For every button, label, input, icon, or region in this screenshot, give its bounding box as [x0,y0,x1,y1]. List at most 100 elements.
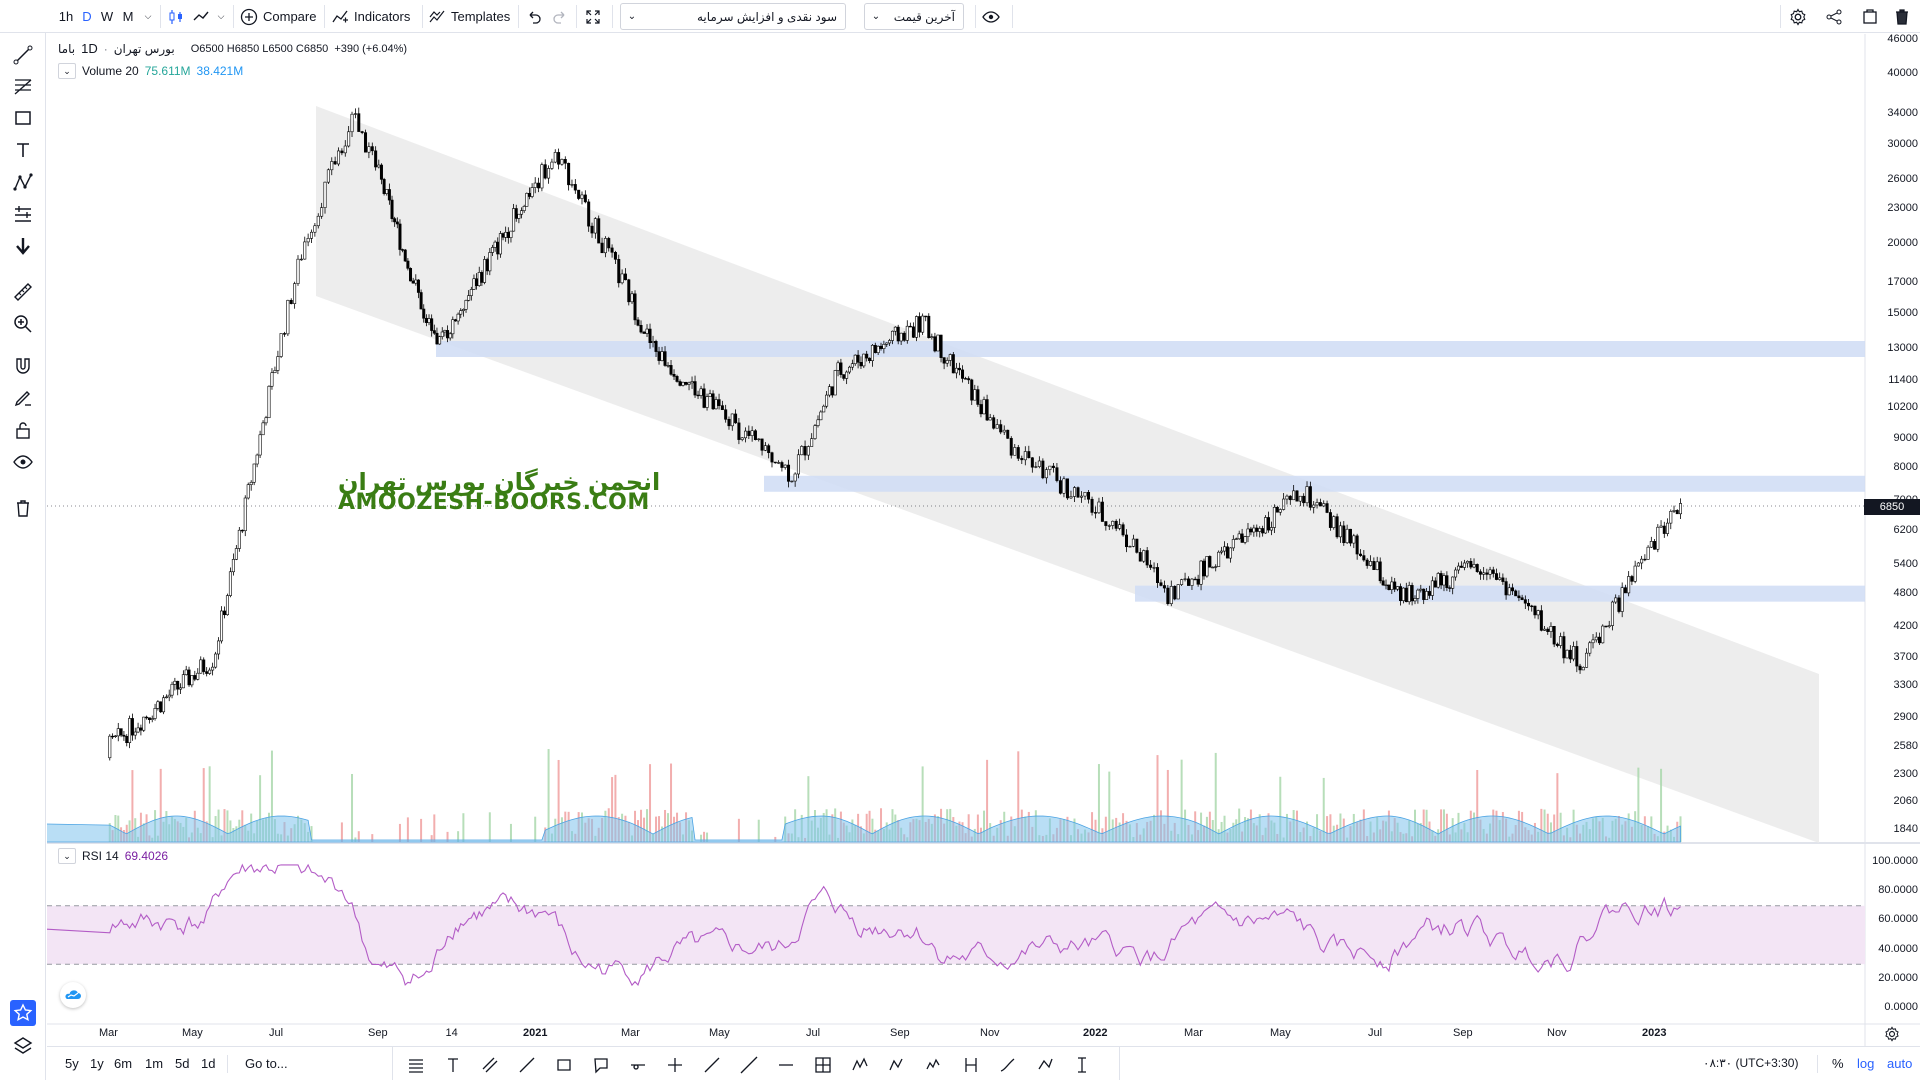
rsi-pane [47,863,1865,987]
elliott-wave-icon[interactable] [921,1052,947,1078]
candle-body [790,480,794,483]
templates-button[interactable]: Templates [428,4,514,29]
layers-icon[interactable] [9,1032,37,1060]
candle-body [1013,447,1017,456]
range-5d[interactable]: 5d [175,1056,190,1071]
magnet-icon[interactable] [9,352,37,380]
abcd-pattern-icon[interactable] [884,1052,910,1078]
rectangle-icon[interactable] [9,104,37,132]
range-6m[interactable]: 6m [114,1056,133,1071]
share-icon[interactable] [1822,4,1846,29]
zoom-icon[interactable] [9,310,37,338]
xabcd-pattern-icon[interactable] [847,1052,873,1078]
rectangle-tool-icon[interactable] [551,1052,577,1078]
candle-body [220,610,224,642]
interval-dropdown-chevron-icon[interactable]: ⌵ [144,11,152,21]
indicators-button[interactable]: Indicators [331,4,421,29]
candle-body [320,207,324,217]
goto-date-button[interactable]: Go to... [245,1056,288,1071]
trend-line-icon[interactable] [9,41,37,69]
candle-body [690,381,694,384]
cloud-logo-icon[interactable] [60,982,86,1008]
auto-scale-toggle[interactable]: auto [1887,1056,1913,1071]
trash-icon[interactable] [9,494,37,522]
candle-body [357,113,361,132]
line-type-icon[interactable] [190,4,212,29]
arrow-down-icon[interactable] [9,232,37,260]
eye-icon[interactable] [9,448,37,476]
collapse-chevron-icon[interactable]: ⌄ [58,848,76,864]
interval-day[interactable]: D [82,9,92,24]
lock-icon[interactable] [9,416,37,444]
candle-body [1128,545,1132,548]
horizontal-lines-icon[interactable] [403,1052,429,1078]
snapshot-icon[interactable] [1858,4,1882,29]
trend-line-tool-icon[interactable] [514,1052,540,1078]
range-1d[interactable]: 1d [201,1056,216,1071]
candle-body [1335,516,1339,538]
fib-retracement-icon[interactable] [9,72,37,100]
text-tool-icon[interactable] [440,1052,466,1078]
collapse-chevron-icon[interactable]: ⌄ [58,63,76,79]
brush-icon[interactable] [995,1052,1021,1078]
path-icon[interactable] [1032,1052,1058,1078]
prediction-icon[interactable] [9,200,37,228]
candle-body [252,463,256,483]
range-1m[interactable]: 1m [145,1056,164,1071]
stay-drawing-icon[interactable] [9,384,37,412]
price-source-dropdown[interactable]: ⌄ آخرین قیمت [864,3,964,30]
price-range-icon[interactable] [1069,1052,1095,1078]
horizontal-line-icon[interactable] [773,1052,799,1078]
interval-1h[interactable]: 1h [58,9,74,24]
favorites-star-icon[interactable] [10,1000,36,1026]
candle-body [517,213,521,219]
corporate-actions-dropdown[interactable]: ⌄ سود نقدی و افزایش سرمایه [620,3,846,30]
candle-body [1568,649,1572,660]
candle-body [757,438,761,441]
percent-scale-toggle[interactable]: % [1832,1056,1844,1071]
candle-body [416,279,420,293]
volume-bar [398,823,401,842]
cross-line-icon[interactable] [662,1052,688,1078]
visibility-eye-icon[interactable] [979,4,1003,29]
delete-trash-icon[interactable] [1890,4,1914,29]
candle-body [1581,667,1585,671]
pattern-icon[interactable] [9,168,37,196]
log-scale-toggle[interactable]: log [1857,1056,1875,1071]
extended-line-icon[interactable] [736,1052,762,1078]
timezone-display[interactable]: ۰۸:۳۰ (UTC+3:30) [1703,1056,1799,1070]
fullscreen-icon[interactable] [582,4,604,29]
symbol-name[interactable]: باما [58,41,76,56]
chart-canvas[interactable] [47,34,1920,1046]
rsi-label[interactable]: RSI 14 [82,849,119,863]
range-5y[interactable]: 5y [65,1056,79,1071]
candle-body [533,182,537,188]
candle-body [1494,573,1498,580]
redo-icon[interactable] [550,4,570,29]
candle-body [108,735,112,759]
horizontal-ray-icon[interactable] [625,1052,651,1078]
ray-icon[interactable] [699,1052,725,1078]
text-icon[interactable] [9,136,37,164]
settings-gear-icon[interactable] [1786,4,1810,29]
volume-label[interactable]: Volume 20 [82,64,139,78]
candle-body [387,189,391,201]
undo-icon[interactable] [524,4,544,29]
candle-body [839,362,843,375]
chart-type-chevron-icon[interactable]: ⌵ [217,11,225,21]
axis-settings-gear-icon[interactable] [1880,1022,1904,1046]
date-range-icon[interactable] [958,1052,984,1078]
candle-body [382,179,386,194]
ruler-icon[interactable] [9,278,37,306]
compare-button[interactable]: Compare [240,4,320,29]
interval-month[interactable]: M [122,9,134,24]
candle-body [1636,562,1640,567]
price-tick-label: 8000 [1893,460,1918,473]
grid-icon[interactable] [810,1052,836,1078]
volume-bar [406,817,409,842]
range-1y[interactable]: 1y [90,1056,104,1071]
parallel-channel-icon[interactable] [477,1052,503,1078]
callout-icon[interactable] [588,1052,614,1078]
candles-type-icon[interactable] [165,4,187,29]
interval-week[interactable]: W [100,9,114,24]
